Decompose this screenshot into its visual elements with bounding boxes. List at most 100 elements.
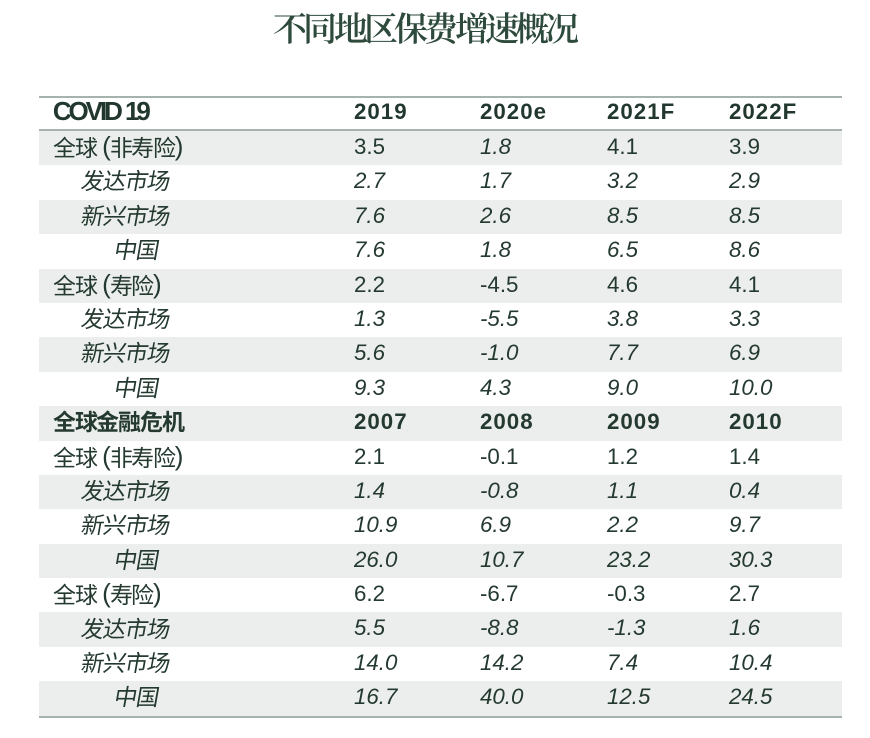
- value-cell: 2.2: [607, 512, 638, 538]
- cjk-char: [136, 377, 159, 398]
- value-cell: 23.2: [607, 546, 651, 572]
- cjk-char: [136, 240, 159, 261]
- row-label: (): [39, 441, 355, 475]
- cjk-char: [81, 651, 105, 673]
- cjk-char: [146, 342, 170, 364]
- cjk-char: [81, 514, 105, 536]
- value-cell: 5.6: [354, 340, 385, 366]
- table-row: () 2.1 -0.1 1.2 1.4: [39, 441, 843, 475]
- cjk-char: [103, 514, 127, 536]
- cjk-char: [546, 13, 579, 44]
- cjk-char: [146, 514, 170, 536]
- value-cell: -0.3: [607, 581, 646, 607]
- label-text: O: [68, 96, 89, 126]
- value-cell: -8.8: [480, 615, 519, 641]
- value-cell: 2.6: [480, 202, 511, 228]
- value-cell: 26.0: [354, 546, 398, 572]
- row-label: [39, 165, 355, 199]
- table-row: 26.0 10.7 23.2 30.3: [38, 543, 842, 579]
- value-cell: 1.7: [480, 168, 511, 194]
- cjk-char: [133, 583, 154, 606]
- value-cell: 6.9: [729, 340, 760, 366]
- row-label: [39, 509, 355, 543]
- cjk-char: [75, 274, 98, 296]
- label-text: ): [152, 268, 162, 299]
- cjk-char: [81, 617, 105, 639]
- value-cell: 2010: [729, 409, 783, 435]
- cjk-char: [75, 136, 98, 159]
- column-header-year: 2020e: [480, 99, 548, 124]
- value-cell: 10.0: [729, 374, 773, 400]
- value-cell: 16.7: [354, 684, 398, 710]
- cjk-char: [127, 170, 149, 192]
- label-text: (: [102, 440, 111, 471]
- cjk-char: [53, 410, 76, 432]
- cjk-char: [515, 12, 549, 44]
- cjk-char: [110, 446, 132, 468]
- row-label: [39, 337, 355, 371]
- value-cell: 8.5: [607, 202, 638, 228]
- value-cell: 1.1: [607, 477, 638, 503]
- cjk-char: [136, 687, 159, 708]
- cjk-char: [136, 549, 159, 570]
- table-row: 14.0 14.2 7.4 10.4: [39, 647, 843, 681]
- cjk-char: [127, 514, 149, 536]
- table-row: () 3.5 1.8 4.1 3.9: [38, 131, 842, 166]
- cjk-char: [103, 342, 127, 364]
- row-label: [39, 372, 355, 406]
- cjk-char: [127, 204, 149, 226]
- cjk-char: [394, 12, 428, 44]
- label-text: ): [152, 578, 162, 609]
- table-row: 1.4 -0.8 1.1 0.4: [38, 474, 842, 510]
- column-header-year: 2021F: [607, 99, 676, 124]
- value-cell: 10.7: [480, 546, 524, 572]
- cjk-char: [81, 479, 105, 502]
- value-cell: 10.9: [354, 512, 398, 538]
- value-cell: 14.2: [480, 649, 524, 675]
- cjk-char: [146, 205, 170, 226]
- table-row: 5.5 -8.8 -1.3 1.6: [38, 612, 842, 647]
- value-cell: 7.7: [607, 340, 638, 366]
- table-row: 7.6 1.8 6.5 8.6: [39, 234, 843, 268]
- value-cell: 2008: [480, 409, 534, 435]
- cjk-char: [140, 410, 163, 433]
- value-cell: -0.1: [480, 443, 519, 469]
- cjk-char: [162, 410, 185, 433]
- cjk-char: [110, 274, 132, 296]
- cjk-char: [81, 342, 105, 364]
- cjk-char: [132, 136, 154, 159]
- value-cell: 4.1: [607, 134, 638, 159]
- row-label: [39, 303, 355, 337]
- value-cell: -6.7: [480, 581, 519, 607]
- cjk-char: [96, 410, 120, 432]
- label-text: I: [99, 96, 107, 126]
- value-cell: 30.3: [729, 546, 773, 572]
- cjk-char: [455, 12, 487, 44]
- cjk-char: [110, 583, 132, 606]
- row-label: [39, 544, 355, 578]
- value-cell: 7.4: [607, 649, 638, 675]
- table-top-border: [38, 96, 842, 99]
- value-cell: 2.2: [354, 271, 385, 297]
- cjk-char: [127, 479, 149, 501]
- cjk-char: [115, 239, 137, 261]
- table-row: () 2.2 -4.5 4.6 4.1: [38, 268, 842, 303]
- table-row: 2007 2008 2009 2010: [38, 406, 842, 441]
- table-row: 10.9 6.9 2.2 9.7: [39, 509, 843, 543]
- label-text: (: [102, 268, 111, 299]
- value-cell: 3.5: [354, 134, 385, 159]
- cjk-char: [53, 136, 76, 158]
- value-cell: -0.8: [480, 477, 519, 503]
- table-header: COVID 19 2019 2020e 2021F 2022F: [39, 96, 843, 131]
- value-cell: 8.6: [729, 237, 760, 263]
- row-label: [39, 681, 355, 715]
- row-label: [39, 200, 355, 234]
- label-text: ): [174, 440, 184, 471]
- row-label: (): [39, 131, 355, 165]
- table-header-row: COVID 19 2019 2020e 2021F 2022F: [39, 96, 843, 131]
- label-text: 9: [136, 96, 150, 126]
- cjk-char: [81, 307, 105, 330]
- cjk-char: [75, 446, 98, 468]
- value-cell: 3.3: [729, 305, 760, 331]
